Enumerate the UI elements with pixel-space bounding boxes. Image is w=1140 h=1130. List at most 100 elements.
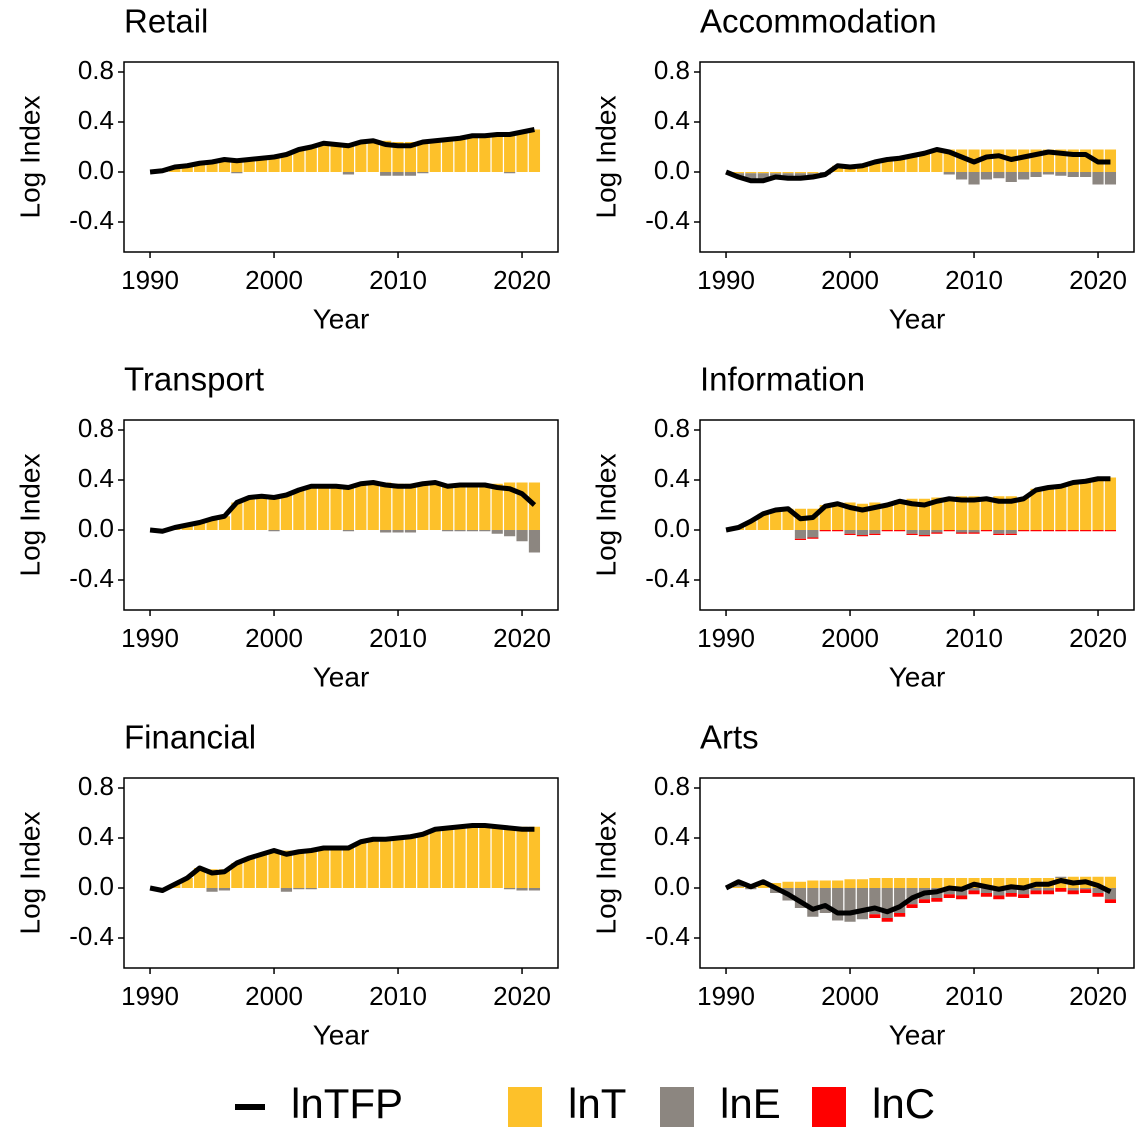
bar-segment (1067, 172, 1079, 177)
bar-segment (1005, 496, 1017, 530)
panel-title: Financial (124, 719, 256, 756)
bar-segment (980, 149, 993, 172)
bar-segment (794, 530, 807, 539)
bar-segment (429, 140, 441, 172)
x-tick-label: 2020 (1069, 623, 1127, 653)
bar-segment (869, 878, 881, 888)
bar-segment (1042, 888, 1055, 891)
x-tick-label: 1990 (697, 623, 755, 653)
bar-segment (454, 530, 466, 532)
plot-frame (699, 61, 1135, 253)
bar-segment (380, 172, 392, 176)
bar-segment (417, 834, 429, 888)
bar-segment (918, 535, 931, 537)
bar-segment (956, 888, 968, 896)
bar-segment (1067, 890, 1079, 895)
bar-segment (956, 878, 968, 888)
bar-segment (392, 838, 404, 888)
bar-segment (931, 898, 943, 902)
x-tick-label: 1990 (697, 981, 755, 1011)
bar-segment (993, 895, 1005, 900)
bar-segment (993, 533, 1005, 535)
bar-segment (454, 138, 466, 172)
bar-segment (943, 149, 955, 172)
bar-segment (894, 878, 906, 888)
bar-segment (256, 496, 268, 530)
bar-segment (1104, 172, 1117, 185)
y-tick-label: 0.4 (78, 463, 114, 493)
bar-segment (231, 863, 243, 888)
bar-segment (392, 483, 404, 530)
legend-label: lnTFP (291, 1080, 403, 1127)
plot-frame (699, 777, 1135, 969)
bar-segment (819, 880, 831, 888)
bar-segment (404, 172, 417, 176)
bar-segment (268, 530, 280, 532)
x-tick-label: 2000 (245, 265, 303, 295)
y-tick-label: 0.0 (654, 155, 690, 185)
bar-segment (906, 530, 918, 534)
bar-segment (280, 495, 293, 530)
bar-segment (1042, 530, 1055, 532)
bar-segment (1055, 149, 1067, 172)
bar-segment (968, 172, 980, 185)
bar-segment (745, 173, 757, 181)
x-tick-label: 2010 (369, 265, 427, 295)
bar-segment (442, 485, 454, 530)
bar-segment (1104, 888, 1117, 900)
bar-segment (380, 140, 392, 172)
bar-segment (956, 530, 968, 533)
tfp-line (149, 823, 535, 893)
x-tick-label: 2000 (245, 981, 303, 1011)
bar-segment (856, 535, 869, 537)
bar-segment (305, 888, 317, 890)
bar-segment (479, 825, 491, 888)
bar-segment (881, 503, 893, 530)
bar-segment (516, 132, 528, 172)
bar-segment (206, 888, 218, 892)
bar-segment (856, 530, 869, 535)
bar-segment (943, 172, 955, 175)
bar-segment (181, 165, 193, 172)
bar-segment (392, 172, 404, 176)
bar-segment (807, 880, 819, 888)
bar-segment (869, 914, 881, 918)
bar-segment (869, 162, 881, 172)
bar-segment (429, 829, 441, 888)
bar-segment (819, 888, 831, 913)
bar-segment (280, 154, 293, 172)
bar-segment (243, 858, 255, 888)
bar-segment (968, 496, 980, 530)
bar-segment (454, 483, 466, 530)
bar-segment (844, 879, 856, 888)
bar-segment (491, 483, 503, 530)
legend-label: lnC (872, 1080, 935, 1127)
bar-segment (794, 538, 807, 540)
bar-segment (417, 483, 429, 530)
bar-segment (770, 172, 782, 174)
bar-segment (869, 533, 881, 535)
x-tick-label: 2000 (821, 981, 879, 1011)
bar-segment (1067, 888, 1079, 891)
bar-segment (993, 149, 1005, 172)
bar-segment (943, 878, 955, 888)
bar-segment (1092, 477, 1104, 530)
x-axis-label: Year (889, 303, 946, 334)
panel: Information Log Index Year 0.8 0.4 0.0 -0.4199… (590, 361, 1135, 692)
bar-segment (1080, 480, 1092, 530)
bar-segment (342, 848, 355, 888)
bar-segment (856, 503, 869, 530)
bar-segment (894, 500, 906, 530)
bar-segment (1005, 878, 1017, 888)
y-tick-label: 0.8 (654, 413, 690, 443)
bar-segment (342, 486, 355, 530)
bar-segment (218, 888, 231, 891)
bar-segment (918, 878, 931, 888)
bar-segment (367, 140, 379, 172)
bar-segment (194, 522, 206, 530)
bar-segment (844, 167, 856, 172)
bar-segment (1055, 876, 1067, 878)
bar-segment (906, 155, 918, 172)
